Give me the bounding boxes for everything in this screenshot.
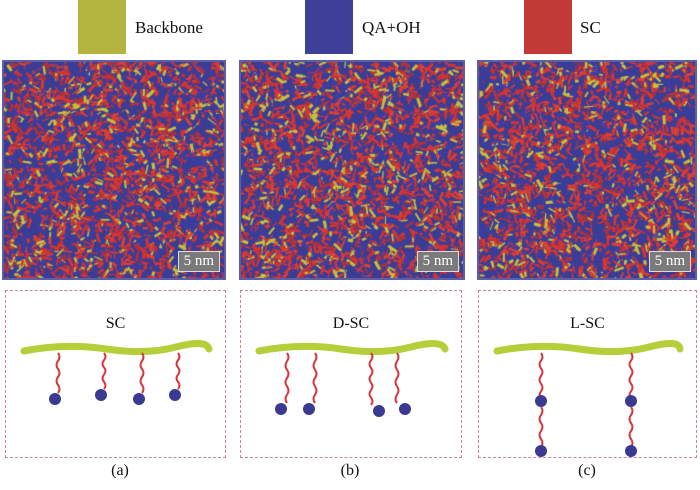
- side-chain: [139, 352, 145, 394]
- qa-group: [625, 395, 637, 407]
- simulation-snapshot-c: 5 nm: [477, 60, 697, 280]
- legend-label-qa-oh: QA+OH: [362, 18, 421, 37]
- sc-polymer-diagram: [20, 340, 213, 405]
- legend-swatch-backbone: [78, 0, 126, 54]
- qa-group: [133, 393, 145, 405]
- schematic-title: SC: [105, 315, 126, 332]
- scale-bar-label: 5 nm: [416, 251, 459, 272]
- qa-group: [49, 393, 61, 405]
- side-chain: [394, 352, 400, 404]
- side-chain: [538, 352, 544, 400]
- schematic-sc: SC: [5, 290, 226, 458]
- backbone-chain: [20, 340, 213, 356]
- side-chain: [368, 352, 374, 406]
- qa-group: [95, 389, 107, 401]
- schematic-d-sc: D-SC: [240, 290, 462, 458]
- qa-group: [625, 445, 637, 457]
- qa-group: [169, 389, 181, 401]
- legend-swatch-qa-oh: [305, 0, 353, 54]
- d-sc-polymer-diagram: [255, 340, 449, 417]
- schematic-l-sc: L-SC: [478, 290, 697, 458]
- side-chain: [175, 352, 181, 390]
- simulation-snapshot-a: 5 nm: [2, 60, 226, 280]
- side-chain: [101, 352, 107, 390]
- backbone-chain: [255, 340, 449, 356]
- qa-group: [535, 445, 547, 457]
- side-chain: [55, 352, 61, 394]
- side-chain: [312, 352, 318, 404]
- side-chain: [284, 352, 290, 404]
- schematic-title: L-SC: [570, 315, 605, 332]
- side-chain: [628, 352, 634, 400]
- qa-group: [373, 405, 385, 417]
- legend-label-backbone: Backbone: [135, 18, 203, 37]
- qa-group: [303, 403, 315, 415]
- legend-swatch-sc: [524, 0, 572, 54]
- l-sc-polymer-diagram: [493, 340, 684, 457]
- qa-group: [275, 403, 287, 415]
- side-chain: [538, 406, 544, 448]
- backbone-chain: [493, 340, 684, 356]
- panel-label-a: (a): [111, 462, 129, 479]
- qa-group: [399, 403, 411, 415]
- qa-group: [535, 395, 547, 407]
- side-chain: [628, 406, 634, 448]
- scale-bar-label: 5 nm: [648, 251, 691, 272]
- simulation-snapshot-b: 5 nm: [239, 60, 465, 280]
- panel-label-c: (c): [578, 462, 596, 479]
- scale-bar-label: 5 nm: [177, 251, 220, 272]
- panel-label-b: (b): [340, 462, 360, 479]
- schematic-title: D-SC: [332, 315, 370, 332]
- legend-label-sc: SC: [580, 18, 601, 37]
